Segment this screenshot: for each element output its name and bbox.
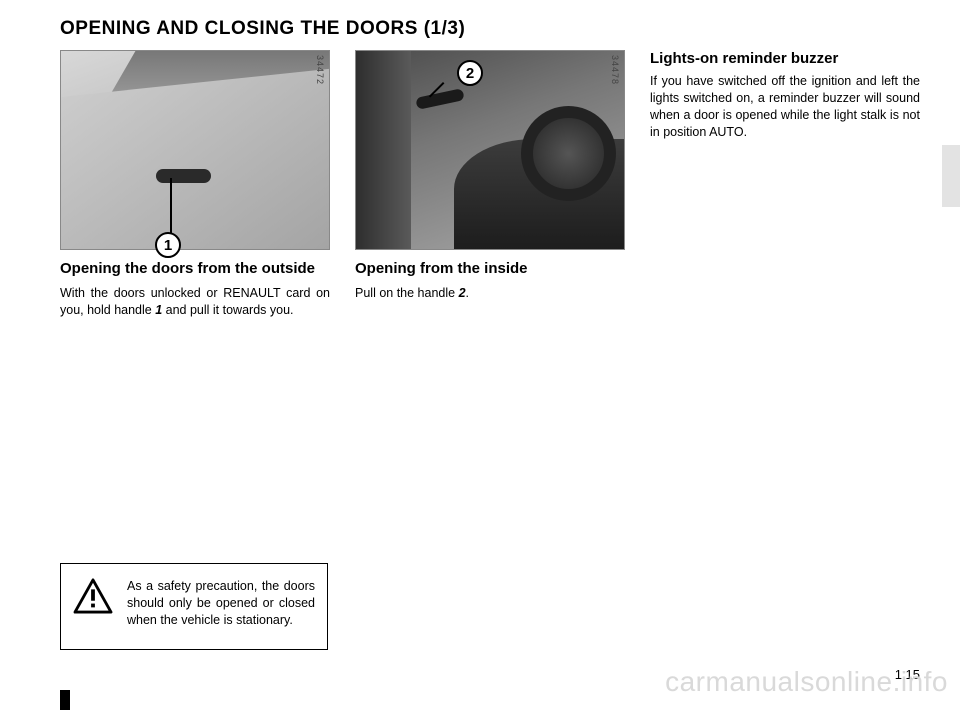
column-3: Lights-on reminder buzzer If you have sw…: [650, 50, 920, 319]
col1-body-post: and pull it towards you.: [162, 303, 293, 317]
col2-heading: Opening from the inside: [355, 260, 625, 279]
col1-heading: Opening the doors from the outside: [60, 260, 330, 279]
warning-triangle-icon: [73, 578, 113, 614]
col2-body-post: .: [466, 286, 469, 300]
col3-heading: Lights-on reminder buzzer: [650, 50, 920, 67]
figure-interior-wrap: 34478 2: [355, 50, 625, 250]
content-columns: 34472 1 Opening the doors from the outsi…: [60, 50, 920, 319]
col2-body: Pull on the handle 2.: [355, 285, 625, 302]
column-2: 34478 2 Opening from the inside Pull on …: [355, 50, 625, 319]
column-1: 34472 1 Opening the doors from the outsi…: [60, 50, 330, 319]
section-tab: [942, 145, 960, 207]
steering-wheel-shape: [521, 106, 616, 201]
callout-1: 1: [155, 232, 181, 258]
figure-id-right: 34478: [610, 55, 620, 85]
col1-body: With the doors unlocked or RENAULT card …: [60, 285, 330, 319]
exterior-handle-shape: [156, 169, 211, 183]
figure-exterior-wrap: 34472 1: [60, 50, 330, 250]
safety-warning-box: As a safety precaution, the doors should…: [60, 563, 328, 650]
footer-mark: [60, 690, 70, 710]
callout-2: 2: [457, 60, 483, 86]
page-number: 1.15: [895, 667, 920, 682]
col2-body-pre: Pull on the handle: [355, 286, 459, 300]
figure-id-left: 34472: [315, 55, 325, 85]
car-door-shape: [60, 61, 330, 250]
col3-body: If you have switched off the ignition an…: [650, 73, 920, 141]
title-part: (1/3): [424, 18, 466, 39]
callout-1-leader: [170, 178, 172, 236]
figure-exterior: 34472: [60, 50, 330, 250]
title-main: OPENING AND CLOSING THE DOORS: [60, 18, 418, 39]
interior-pillar-shape: [356, 51, 411, 249]
warning-text: As a safety precaution, the doors should…: [127, 578, 315, 629]
col2-body-ref: 2: [459, 286, 466, 300]
page-title: OPENING AND CLOSING THE DOORS (1/3): [60, 18, 920, 40]
figure-interior: 34478: [355, 50, 625, 250]
